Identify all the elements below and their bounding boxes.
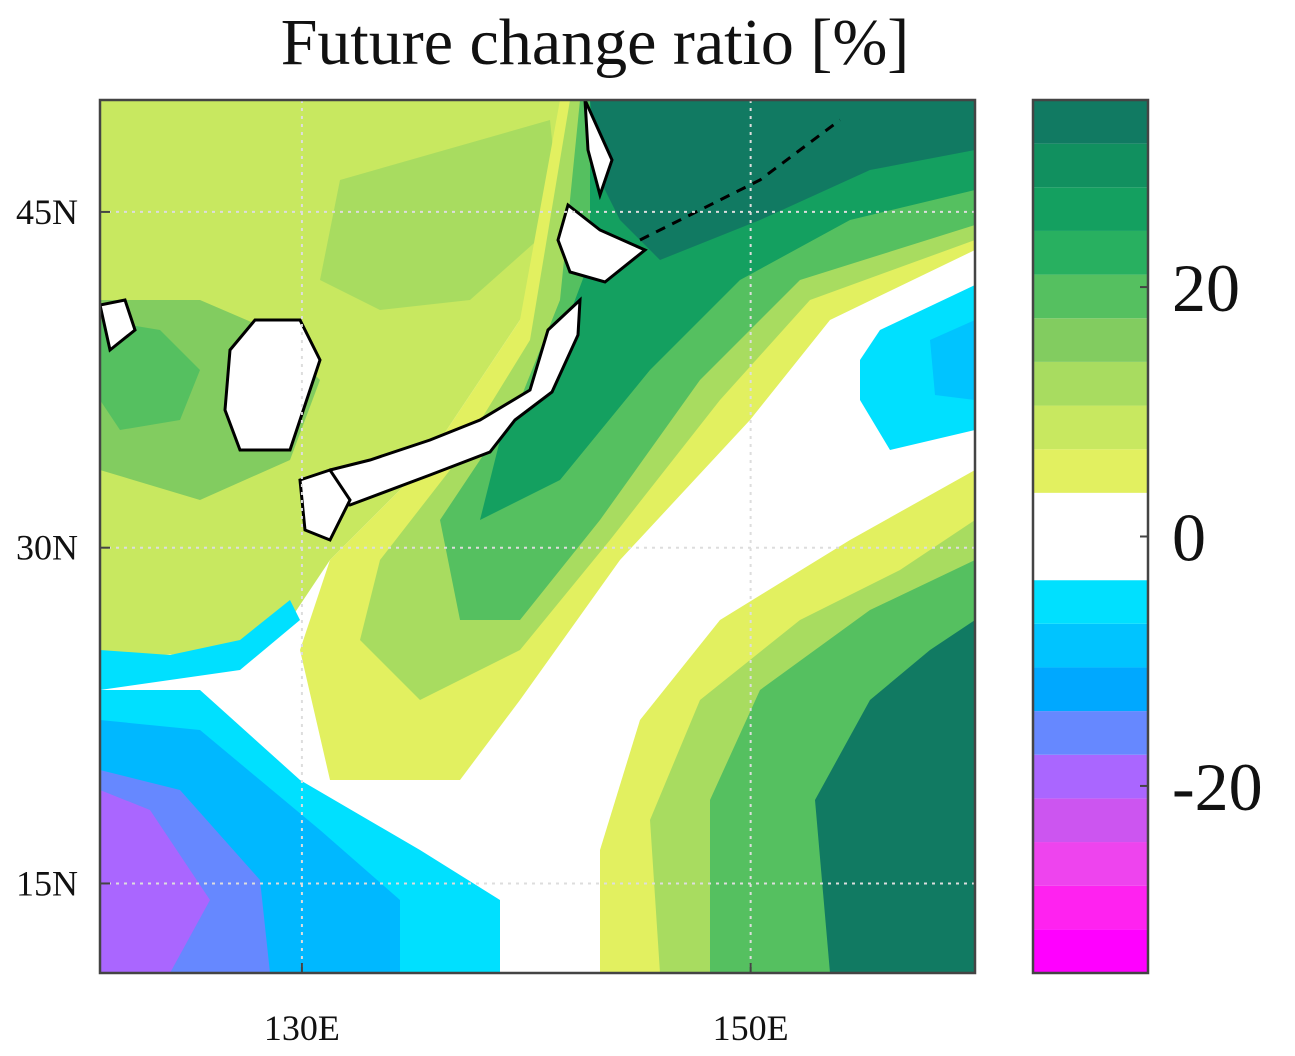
y-tick-label: 15N <box>16 863 78 903</box>
colorbar-band <box>1033 842 1148 886</box>
colorbar: -20 0 20 <box>1031 98 1263 975</box>
axes: 130E 150E 15N 30N 45N <box>16 100 975 1048</box>
y-tick-label: 45N <box>16 192 78 232</box>
colorbar-band <box>1033 100 1148 144</box>
contour-region <box>100 600 300 690</box>
contour-region <box>100 320 200 430</box>
colorbar-band <box>1033 623 1148 668</box>
colorbar-tick-label: 0 <box>1172 500 1206 576</box>
title: Future change ratio [%] <box>281 6 910 79</box>
contour-region <box>590 100 975 260</box>
colorbar-band <box>1033 230 1148 275</box>
colorbar-band <box>1033 187 1148 231</box>
colorbar-band <box>1033 274 1148 319</box>
contour-region <box>930 320 975 400</box>
contour-region <box>815 620 975 973</box>
korea <box>223 318 322 452</box>
colorbar-band <box>1033 885 1148 930</box>
colorbar-tick-label: 20 <box>1172 250 1240 326</box>
colorbar-band <box>1033 143 1148 188</box>
contour-region <box>860 285 975 450</box>
contour-region <box>480 100 975 520</box>
contour-region <box>320 120 560 310</box>
map-frame <box>98 98 977 975</box>
colorbar-band <box>1033 580 1148 624</box>
colorbar-band <box>1033 361 1148 406</box>
colorbar-tick-label: -20 <box>1172 749 1263 825</box>
colorbar-band <box>1033 711 1148 755</box>
sakhalin <box>583 100 614 201</box>
colorbar-band <box>1033 405 1148 450</box>
colorbar-band <box>1033 667 1148 712</box>
contour-region <box>100 790 210 973</box>
coast <box>100 298 137 353</box>
coastlines <box>100 100 841 542</box>
colorbar-band <box>1033 492 1148 581</box>
map-field <box>100 100 975 973</box>
colorbar-band <box>1033 318 1148 362</box>
colorbar-band <box>1033 449 1148 493</box>
y-tick-label: 30N <box>16 528 78 568</box>
x-tick-label: 150E <box>713 1008 789 1048</box>
colorbar-band <box>1033 798 1148 843</box>
hokkaido <box>556 202 648 284</box>
x-tick-label: 130E <box>264 1008 340 1048</box>
kuril-islands <box>639 118 841 242</box>
colorbar-band <box>1033 754 1148 799</box>
colorbar-band <box>1033 929 1148 973</box>
kyushu <box>298 468 352 542</box>
